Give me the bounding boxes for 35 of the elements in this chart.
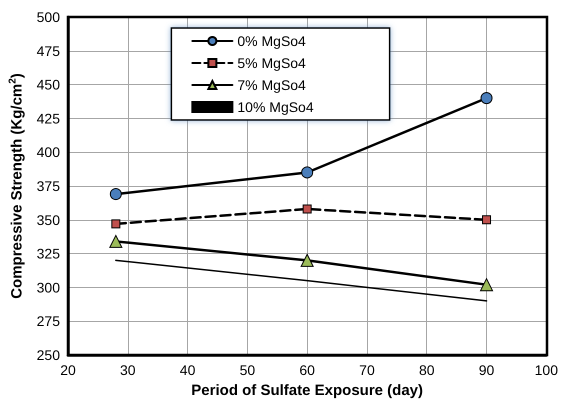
x-tick-label: 50 [240,362,256,378]
point [109,234,122,248]
x-tick-label: 20 [60,362,76,378]
point [482,215,492,224]
x-tick-label: 70 [359,362,375,378]
point [480,278,494,292]
y-tick-label: 325 [36,246,60,262]
legend-label: 0% MgSo4 [237,33,362,49]
x-tick-label: 90 [478,362,495,378]
x-tick-label: 60 [299,362,316,378]
point [302,204,312,214]
legend-label: 10% MgSo4 [237,99,370,115]
y-tick-label: 475 [36,42,60,59]
legend-label: 5% MgSo4 [237,55,362,71]
point [301,166,314,178]
x-tick-label: 30 [120,362,136,378]
point [111,219,120,228]
x-tick-label: 80 [418,362,435,378]
y-tick-label: 375 [36,178,60,194]
x-axis-title: Period of Sulfate Exposure (day) [191,382,424,399]
y-tick-label: 350 [36,212,60,228]
point [300,254,314,267]
y-tick-label: 300 [36,279,60,296]
y-tick-label: 500 [36,9,60,25]
point [480,92,493,104]
y-tick-label: 275 [36,313,60,330]
x-tick-label: 40 [180,362,196,378]
y-tick-label: 450 [36,76,60,93]
y-tick-label: 400 [36,144,60,160]
legend-label: 7% MgSo4 [237,77,362,93]
x-tick-label: 100 [534,362,558,378]
y-tick-label: 250 [36,347,60,363]
y-axis-title: Compressive Strength (Kg/cm2) [8,73,26,299]
y-tick-label: 425 [36,110,60,126]
point [110,188,122,200]
